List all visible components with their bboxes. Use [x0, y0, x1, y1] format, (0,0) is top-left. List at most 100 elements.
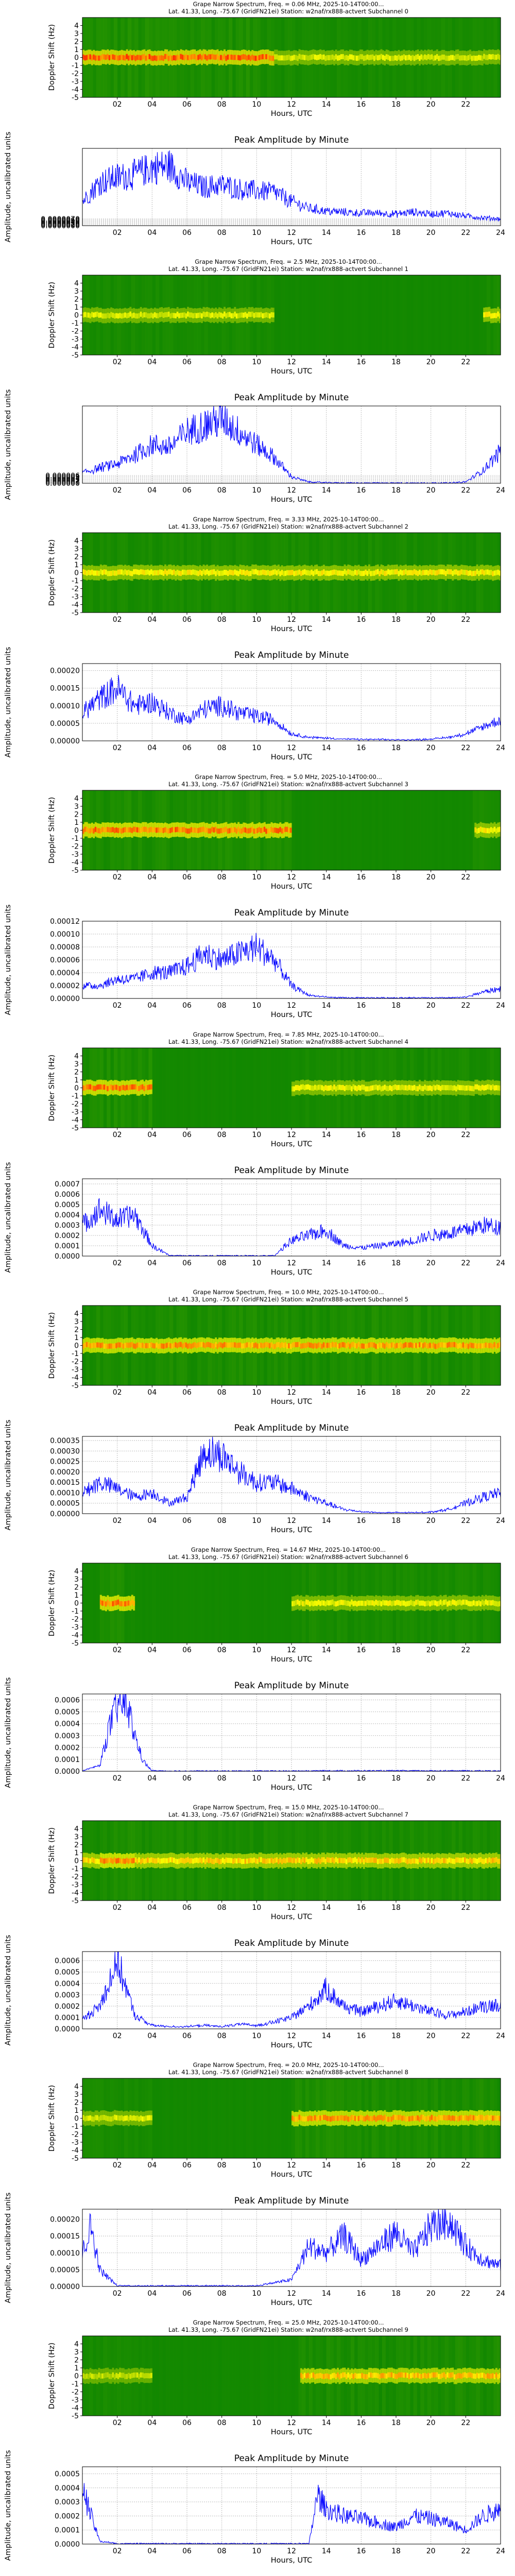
doppler-trace	[235, 55, 238, 60]
doppler-trace	[89, 1858, 92, 1864]
doppler-trace	[453, 569, 456, 575]
doppler-trace	[107, 312, 109, 318]
doppler-trace	[180, 313, 182, 318]
doppler-trace	[175, 1858, 177, 1864]
y-tick-label: 0.0002	[55, 1744, 80, 1752]
doppler-trace	[175, 827, 177, 833]
doppler-trace	[101, 1084, 104, 1090]
doppler-trace	[251, 311, 254, 317]
doppler-trace	[366, 1858, 369, 1863]
x-tick-label: 24	[496, 1517, 505, 1525]
doppler-trace	[94, 570, 97, 576]
doppler-trace	[326, 1857, 329, 1862]
doppler-trace	[147, 1343, 149, 1349]
doppler-trace	[328, 1343, 331, 1348]
doppler-trace	[413, 569, 416, 574]
doppler-trace	[274, 54, 277, 60]
doppler-trace	[404, 1342, 407, 1348]
spectrogram-noise-stripe	[221, 2078, 226, 2158]
spectrogram-noise-stripe	[389, 275, 393, 355]
doppler-trace	[281, 828, 283, 834]
doppler-trace	[243, 1858, 245, 1864]
doppler-trace	[84, 1857, 87, 1863]
doppler-trace	[85, 1857, 88, 1863]
doppler-trace	[478, 55, 480, 60]
doppler-trace	[344, 569, 346, 574]
spectrogram-noise-stripe	[190, 2078, 195, 2158]
plot-background	[82, 1436, 501, 1514]
doppler-trace	[122, 1601, 125, 1607]
doppler-trace	[357, 1857, 360, 1862]
doppler-trace	[227, 54, 229, 60]
doppler-trace	[142, 1084, 144, 1090]
doppler-trace	[457, 1343, 459, 1349]
x-tick-label: 14	[322, 1259, 331, 1267]
y-axis-label: Doppler Shift (Hz)	[48, 1570, 56, 1636]
doppler-trace	[336, 570, 339, 576]
doppler-trace	[185, 313, 187, 319]
doppler-trace	[356, 570, 358, 575]
doppler-trace	[101, 313, 104, 319]
doppler-trace	[103, 1600, 106, 1606]
doppler-trace	[427, 570, 430, 576]
doppler-trace	[113, 1857, 116, 1862]
doppler-trace	[234, 311, 236, 317]
x-tick-label: 10	[252, 1388, 261, 1397]
doppler-trace	[321, 55, 323, 60]
x-tick-label: 16	[356, 616, 366, 624]
doppler-trace	[448, 1600, 451, 1606]
doppler-trace	[411, 1343, 414, 1348]
doppler-trace	[448, 569, 451, 574]
doppler-trace	[232, 1342, 234, 1348]
x-tick-label: 12	[287, 1259, 296, 1267]
doppler-trace	[467, 570, 470, 576]
doppler-trace	[209, 828, 212, 834]
doppler-trace	[225, 826, 228, 832]
spectrogram-noise-stripe	[347, 275, 351, 355]
doppler-trace	[488, 1084, 491, 1090]
doppler-trace	[452, 1599, 454, 1605]
spectrogram-noise-stripe	[180, 1563, 184, 1643]
doppler-trace	[499, 1342, 501, 1347]
doppler-trace	[93, 312, 95, 318]
doppler-trace	[94, 826, 97, 832]
doppler-trace	[481, 1599, 484, 1605]
doppler-trace	[153, 312, 156, 318]
doppler-trace	[342, 1600, 345, 1605]
doppler-trace	[119, 827, 122, 833]
doppler-trace	[246, 828, 249, 834]
doppler-trace	[312, 1858, 315, 1864]
doppler-trace	[307, 1600, 310, 1605]
doppler-trace	[162, 1344, 165, 1349]
spectrogram-noise-stripe	[180, 1048, 184, 1128]
doppler-trace	[85, 312, 88, 318]
doppler-trace	[349, 54, 351, 60]
doppler-trace	[387, 1601, 390, 1606]
x-axis-label: Hours, UTC	[271, 2041, 312, 2049]
doppler-trace	[91, 1857, 93, 1862]
doppler-trace	[472, 1857, 475, 1863]
doppler-trace	[479, 826, 482, 832]
doppler-trace	[311, 569, 313, 575]
doppler-trace	[138, 570, 141, 575]
doppler-trace	[328, 1857, 331, 1863]
doppler-trace	[234, 1858, 236, 1863]
spectrogram-noise-stripe	[162, 1048, 166, 1128]
doppler-trace	[298, 1600, 301, 1606]
doppler-trace	[347, 56, 350, 61]
x-tick-label: 14	[322, 1002, 331, 1010]
doppler-trace	[138, 1342, 141, 1348]
x-tick-label: 18	[391, 486, 401, 495]
doppler-trace	[248, 1858, 250, 1863]
doppler-trace	[331, 54, 334, 60]
x-tick-label: 08	[217, 100, 227, 109]
doppler-trace	[450, 1342, 452, 1348]
spectrogram-noise-stripe	[183, 2078, 187, 2158]
doppler-trace	[499, 55, 501, 60]
y-tick-label: 2	[74, 1326, 79, 1334]
doppler-trace	[471, 1343, 473, 1348]
spectrogram-noise-stripe	[82, 1563, 87, 1643]
x-tick-label: 04	[147, 229, 157, 237]
doppler-trace	[279, 827, 282, 833]
doppler-trace	[140, 569, 142, 574]
